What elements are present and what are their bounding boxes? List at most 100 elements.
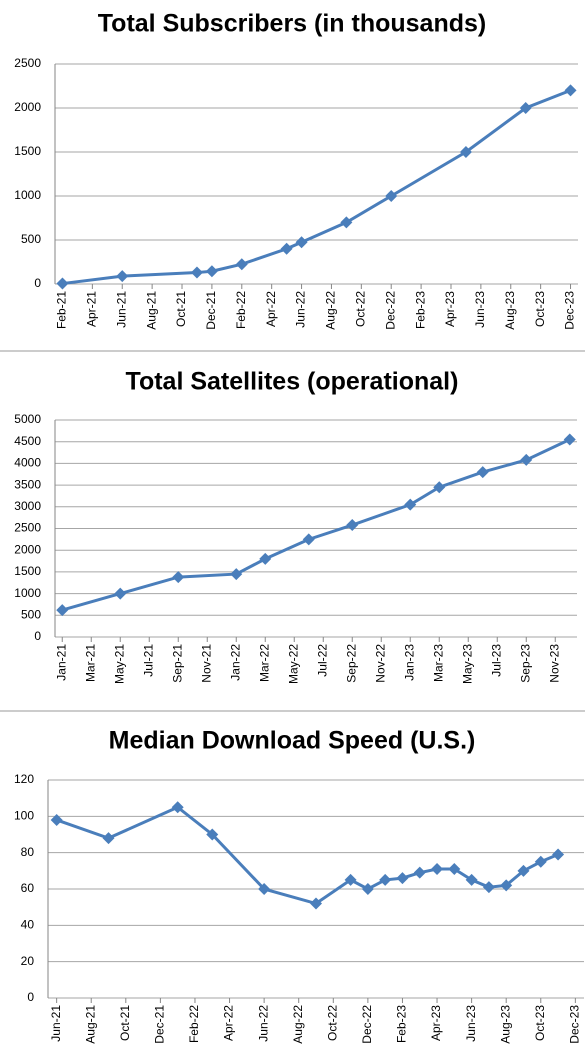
x-tick-label: Feb-23 — [413, 291, 427, 329]
x-tick-label: Dec-21 — [153, 1005, 167, 1044]
x-tick-label: Feb-23 — [395, 1005, 409, 1043]
data-point — [413, 866, 426, 879]
data-point — [431, 863, 444, 876]
x-tick-label: Feb-22 — [187, 1005, 201, 1043]
chart-title: Total Satellites (operational) — [126, 368, 459, 396]
x-tick-label: Apr-22 — [222, 1005, 236, 1041]
x-tick-label: Mar-23 — [431, 644, 445, 682]
data-point — [563, 433, 576, 446]
data-point — [205, 265, 218, 278]
y-tick-label: 120 — [14, 772, 34, 786]
x-tick-label: Apr-22 — [264, 291, 278, 327]
y-tick-label: 20 — [21, 954, 35, 968]
y-tick-label: 100 — [14, 809, 34, 823]
x-tick-label: Oct-21 — [174, 291, 188, 327]
x-tick-label: Dec-22 — [383, 291, 397, 330]
x-tick-label: Sep-22 — [344, 644, 358, 683]
data-point — [235, 258, 248, 271]
data-point — [206, 828, 219, 841]
data-point — [56, 604, 69, 617]
x-tick-label: Apr-21 — [85, 291, 99, 327]
data-point — [172, 571, 185, 584]
data-point — [500, 879, 513, 892]
y-tick-label: 1000 — [14, 586, 41, 600]
x-tick-label: Feb-22 — [234, 291, 248, 329]
x-tick-label: Oct-23 — [533, 1005, 547, 1041]
chart-title: Total Subscribers (in thousands) — [98, 10, 486, 38]
x-tick-label: Feb-21 — [55, 291, 69, 329]
x-tick-label: Jun-23 — [464, 1005, 478, 1042]
x-tick-label: Aug-22 — [324, 291, 338, 330]
x-tick-label: Nov-21 — [199, 644, 213, 683]
data-point — [344, 873, 357, 886]
x-tick-label: Mar-22 — [257, 644, 271, 682]
x-tick-label: Jun-21 — [114, 291, 128, 328]
x-tick-label: Jun-22 — [294, 291, 308, 328]
y-tick-label: 0 — [34, 629, 41, 643]
x-tick-label: Sep-23 — [518, 644, 532, 683]
x-tick-label: Jan-21 — [54, 644, 68, 681]
data-point — [520, 453, 533, 466]
x-tick-label: Dec-21 — [204, 291, 218, 330]
data-point — [56, 277, 69, 290]
data-point — [295, 236, 308, 249]
data-point — [476, 466, 489, 479]
x-tick-label: Jan-23 — [402, 644, 416, 681]
data-point — [361, 883, 374, 895]
data-point — [482, 881, 495, 894]
data-point — [385, 190, 398, 202]
data-point — [116, 270, 129, 283]
data-point — [114, 587, 127, 600]
x-tick-label: Aug-23 — [503, 291, 517, 330]
y-tick-label: 3000 — [14, 499, 41, 513]
data-line — [62, 89, 572, 286]
data-point — [258, 883, 271, 895]
x-tick-label: May-23 — [460, 644, 474, 684]
x-tick-label: Nov-23 — [547, 644, 561, 683]
x-tick-label: Jun-21 — [49, 1005, 63, 1042]
x-tick-label: Aug-21 — [144, 291, 158, 330]
y-tick-label: 4000 — [14, 456, 41, 470]
x-tick-label: Jun-23 — [473, 291, 487, 328]
x-tick-label: Oct-21 — [118, 1005, 132, 1041]
x-tick-label: Apr-23 — [429, 1005, 443, 1041]
x-tick-label: Aug-21 — [83, 1005, 97, 1044]
data-point — [379, 873, 392, 886]
x-tick-label: Aug-22 — [291, 1005, 305, 1044]
data-point — [190, 266, 203, 279]
y-tick-label: 500 — [21, 607, 41, 621]
y-tick-label: 1500 — [14, 564, 41, 578]
y-tick-label: 80 — [21, 845, 35, 859]
data-point — [448, 863, 461, 876]
data-point — [50, 813, 63, 826]
x-tick-label: Oct-22 — [354, 291, 368, 327]
x-tick-label: Jun-22 — [256, 1005, 270, 1042]
data-point — [519, 102, 532, 114]
y-tick-label: 60 — [21, 881, 35, 895]
x-tick-label: May-21 — [112, 644, 126, 684]
y-tick-label: 40 — [21, 918, 35, 932]
data-point — [433, 481, 446, 494]
data-line — [61, 438, 571, 612]
x-tick-label: Nov-22 — [373, 644, 387, 683]
x-tick-label: May-22 — [286, 644, 300, 684]
data-point — [302, 533, 315, 546]
data-point — [280, 242, 293, 255]
y-tick-label: 2000 — [14, 100, 41, 114]
data-point — [310, 897, 322, 910]
data-point — [465, 873, 478, 886]
x-tick-label: Oct-23 — [533, 291, 547, 327]
y-tick-label: 1500 — [14, 144, 41, 158]
x-tick-label: Sep-21 — [170, 644, 184, 683]
x-tick-label: Dec-22 — [360, 1005, 374, 1044]
data-point — [459, 146, 472, 158]
x-tick-label: Jul-22 — [315, 644, 329, 677]
x-tick-label: Dec-23 — [568, 1005, 582, 1044]
x-tick-label: Oct-22 — [325, 1005, 339, 1041]
y-tick-label: 0 — [27, 990, 34, 1004]
y-tick-label: 2500 — [14, 521, 41, 535]
data-point — [517, 864, 530, 877]
y-tick-label: 3500 — [14, 477, 41, 491]
data-point — [171, 801, 184, 814]
